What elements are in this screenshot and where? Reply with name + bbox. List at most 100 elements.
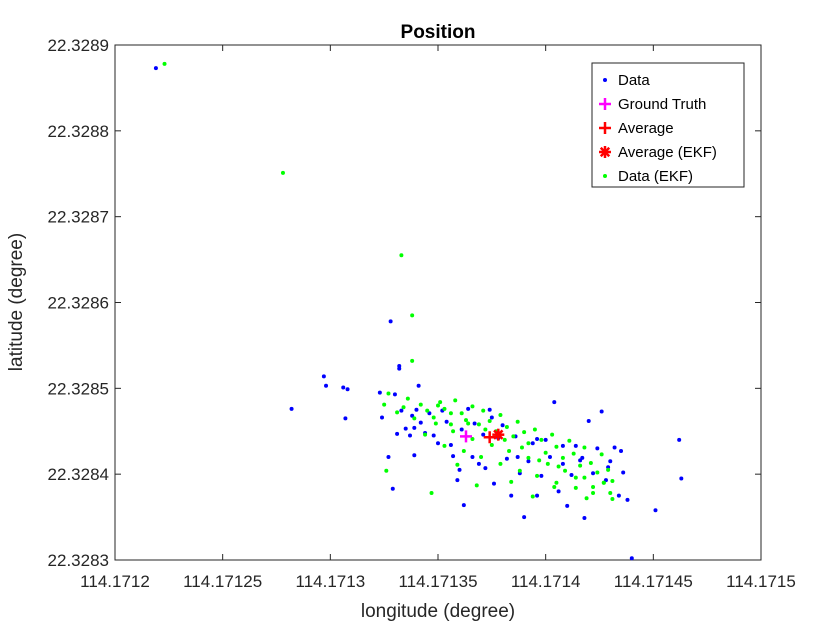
data-point [392,392,397,397]
ekf-data-point [412,416,417,421]
ekf-data-point [554,480,559,485]
data-point [466,406,471,411]
legend-entry-data-ekf: Data (EKF) [618,168,693,185]
ekf-data-point [455,462,460,467]
ekf-data-point [599,452,604,457]
data-point [535,493,540,498]
data-point [535,436,540,441]
data-point [377,390,382,395]
ekf-data-point [162,61,167,66]
data-point [629,556,634,561]
data-point [481,432,486,437]
legend-symbol-ground-truth [599,98,611,110]
data-points [153,61,684,561]
x-tick-label: 114.17135 [398,572,477,591]
axis-ticks: 114.1712 114.17125 114.1713 114.17135 114.17… [48,36,796,591]
data-point [476,461,481,466]
ekf-data-point [588,461,593,466]
data-point [573,443,578,448]
data-point [436,441,440,446]
data-point [543,437,548,442]
ekf-data-point [591,491,596,496]
ekf-data-point [470,404,475,409]
data-point [412,453,417,458]
y-tick-label: 22.3284 [48,465,109,484]
ekf-data-point [552,485,557,490]
data-point [491,481,496,486]
ekf-data-point [507,448,512,453]
data-point [595,446,600,451]
data-point [591,471,596,476]
data-point [341,385,346,390]
ekf-data-point [530,494,535,499]
ekf-data-point [474,483,479,488]
ekf-data-point [519,445,524,450]
data-point [608,459,613,464]
ekf-data-point [401,405,406,410]
average-marker [483,431,496,444]
legend-entry-data: Data [618,72,650,89]
ekf-data-point [573,475,578,480]
data-point [522,515,527,520]
ekf-data-point [535,473,540,478]
y-tick-label: 22.3287 [48,208,109,227]
ground-truth-marker [459,430,472,443]
ekf-data-point [509,479,514,484]
data-point [418,420,423,425]
ekf-data-point [515,419,520,424]
ekf-data-point [522,430,527,435]
ekf-data-point [448,411,453,416]
average-ekf-marker [492,428,505,441]
legend-symbols [599,78,611,178]
data-point [461,503,466,508]
ekf-data-point [436,403,440,408]
data-point [569,473,574,478]
data-point [451,454,456,459]
ekf-data-point [429,491,434,496]
x-tick-label: 114.1714 [511,572,581,591]
data-point [324,383,329,388]
ekf-data-point [591,485,596,490]
data-point [547,455,552,459]
data-point [386,455,391,459]
ekf-data-point [425,408,430,413]
data-point [472,421,477,426]
ekf-data-point [571,451,576,456]
ekf-data-point [526,455,531,460]
x-axis-label: longitude (degree) [361,601,515,622]
data-point [457,467,462,472]
ekf-data-point [453,398,458,403]
data-point [489,415,494,420]
ekf-data-point [418,402,423,407]
ekf-data-point [582,445,587,450]
ekf-data-point [438,400,443,405]
ekf-data-point [578,463,583,468]
y-tick-label: 22.3288 [48,122,109,141]
ekf-data-point [481,408,486,413]
ekf-data-point [582,475,587,480]
ekf-data-point [511,434,516,439]
data-point [677,437,682,442]
legend-symbol-average [599,122,611,134]
legend-symbol-data-ekf [603,174,607,178]
ekf-data-point [382,402,387,407]
data-point [560,461,565,466]
ekf-data-point [479,455,484,459]
y-tick-label: 22.3285 [48,379,109,398]
ekf-data-point [532,427,537,432]
data-point [679,476,684,481]
ekf-data-point [463,418,468,423]
ekf-data-point [537,458,542,463]
data-point [612,445,617,450]
ekf-data-point [504,424,509,429]
data-point [414,407,419,412]
data-point [526,459,531,464]
ekf-data-point [459,411,464,416]
data-point [565,503,570,508]
ekf-data-point [489,442,494,447]
data-point [621,470,626,475]
ekf-data-point [466,421,471,426]
ekf-data-point [608,491,613,496]
legend-symbol-data [603,78,607,82]
